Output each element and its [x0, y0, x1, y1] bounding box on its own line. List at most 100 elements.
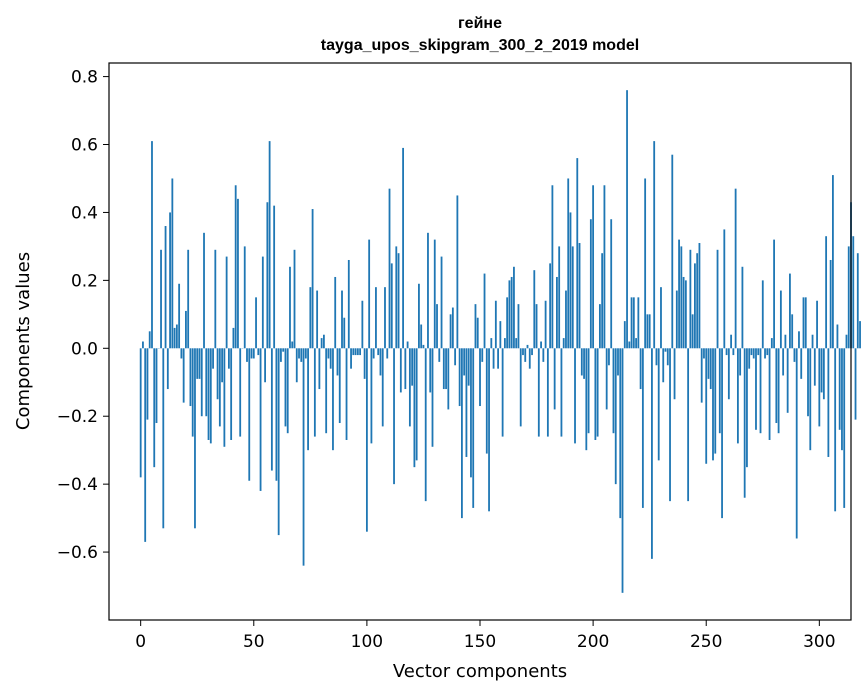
bar-225	[648, 314, 651, 349]
bar-261	[730, 334, 733, 349]
y-axis: −0.6 −0.4 −0.2 0.0 0.2 0.4 0.6 0.8	[57, 68, 109, 563]
bar-161	[503, 338, 506, 349]
bar-219	[635, 338, 637, 349]
bar-123	[418, 283, 420, 349]
bar-194	[578, 243, 581, 349]
bar-94	[352, 348, 355, 356]
bar-47	[246, 348, 248, 362]
bar-142	[461, 348, 463, 519]
bar-62	[280, 348, 282, 362]
bar-159	[499, 321, 502, 349]
bar-230	[660, 287, 662, 349]
bar-318	[859, 321, 861, 349]
bar-170	[524, 348, 527, 362]
bar-249	[703, 348, 705, 359]
x-tick-label: 100	[351, 632, 383, 652]
bar-301	[820, 348, 823, 393]
bar-147	[472, 348, 475, 508]
bar-296	[809, 348, 812, 451]
bar-133	[440, 256, 443, 349]
bar-278	[768, 348, 771, 440]
bar-268	[746, 348, 748, 468]
chart-title: гейне	[458, 15, 502, 32]
y-tick-label: −0.6	[57, 543, 98, 563]
bar-292	[800, 348, 803, 379]
bar-105	[377, 348, 380, 356]
bar-109	[386, 348, 389, 359]
bar-57	[268, 141, 271, 349]
bar-165	[513, 266, 515, 349]
y-tick-label: 0.8	[71, 68, 98, 88]
x-tick-label: 50	[243, 632, 265, 652]
bar-218	[632, 297, 635, 349]
bar-279	[770, 338, 773, 349]
bar-74	[307, 348, 309, 451]
y-axis-label: Components values	[13, 252, 34, 430]
bar-104	[375, 287, 377, 349]
bar-281	[775, 348, 778, 424]
bar-272	[755, 348, 757, 430]
bar-271	[752, 348, 755, 359]
bar-270	[750, 348, 753, 356]
bar-217	[630, 297, 633, 349]
bar-293	[802, 297, 805, 349]
bar-0	[139, 348, 142, 478]
y-tick-label: 0.0	[71, 339, 98, 359]
x-axis-label: Vector components	[393, 661, 567, 682]
bar-191	[571, 246, 574, 349]
bar-12	[166, 348, 169, 390]
bar-101	[368, 239, 371, 349]
bar-67	[291, 341, 294, 349]
bar-64	[284, 348, 287, 427]
bar-252	[709, 348, 712, 390]
bar-237	[675, 290, 678, 349]
bar-149	[476, 317, 479, 349]
bar-108	[384, 287, 386, 349]
bar-19	[182, 348, 185, 403]
bar-300	[818, 348, 821, 427]
bar-98	[361, 300, 364, 349]
bar-306	[832, 175, 834, 349]
bar-116	[402, 147, 404, 349]
bar-3	[146, 348, 149, 420]
bar-136	[447, 348, 450, 410]
bar-162	[506, 297, 509, 349]
bar-220	[637, 297, 640, 349]
bar-269	[748, 348, 751, 369]
bar-229	[657, 348, 660, 461]
bar-69	[295, 348, 298, 383]
bar-208	[610, 219, 613, 349]
bar-282	[777, 348, 780, 434]
bar-121	[413, 348, 416, 468]
bar-297	[811, 334, 814, 349]
bar-5	[151, 141, 153, 349]
bar-137	[449, 314, 452, 349]
bar-184	[556, 276, 558, 349]
bar-132	[438, 348, 441, 362]
bar-42	[234, 185, 237, 349]
bar-36	[221, 348, 224, 383]
x-tick-label: 200	[577, 632, 609, 652]
bar-258	[723, 229, 726, 349]
bar-210	[614, 348, 617, 485]
bar-15	[173, 327, 176, 349]
bar-70	[298, 348, 300, 359]
bar-10	[162, 348, 165, 529]
bar-86	[334, 276, 337, 349]
bar-115	[399, 348, 402, 393]
bar-238	[678, 239, 680, 349]
bar-144	[465, 348, 468, 457]
bar-158	[497, 348, 499, 369]
bar-37	[223, 348, 226, 447]
bars-group	[139, 90, 861, 593]
bar-54	[261, 256, 264, 349]
bar-285	[784, 334, 787, 349]
bar-286	[786, 348, 789, 413]
bar-129	[431, 348, 434, 447]
bar-39	[227, 348, 230, 369]
plot-frame	[108, 62, 852, 621]
bar-228	[655, 348, 658, 366]
bar-214	[623, 321, 626, 349]
bar-128	[429, 348, 432, 393]
bar-61	[277, 348, 280, 536]
